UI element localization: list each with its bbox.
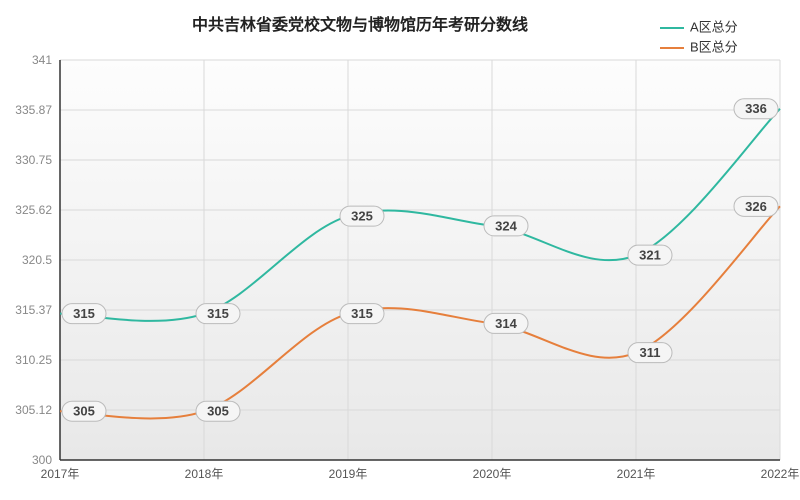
x-tick-label: 2020年: [473, 467, 512, 481]
data-label: 311: [640, 345, 661, 360]
y-tick-label: 335.87: [15, 103, 52, 117]
data-label: 321: [639, 248, 661, 263]
legend-label: A区总分: [690, 19, 738, 34]
y-tick-label: 310.25: [15, 353, 52, 367]
data-label: 315: [207, 306, 229, 321]
chart-svg: 300 305.12 310.25 315.37 320.5 325.62 330.75 33…: [0, 0, 800, 500]
data-label: 326: [745, 199, 767, 214]
data-label: 305: [207, 404, 229, 419]
data-label: 315: [73, 306, 95, 321]
data-label: 324: [495, 218, 517, 233]
x-tick-label: 2017年: [41, 467, 80, 481]
x-tick-label: 2022年: [761, 467, 800, 481]
score-line-chart: 300 305.12 310.25 315.37 320.5 325.62 330.75 33…: [0, 0, 800, 500]
y-tick-label: 320.5: [22, 253, 52, 267]
y-tick-label: 325.62: [15, 203, 52, 217]
data-label: 325: [351, 209, 373, 224]
y-tick-label: 305.12: [15, 403, 52, 417]
y-tick-label: 315.37: [15, 303, 52, 317]
data-label: 305: [73, 404, 95, 419]
x-tick-label: 2019年: [329, 467, 368, 481]
data-label: 336: [745, 101, 767, 116]
y-tick-label: 341: [32, 53, 52, 67]
y-tick-label: 300: [32, 453, 52, 467]
data-label: 314: [495, 316, 517, 331]
chart-title: 中共吉林省委党校文物与博物馆历年考研分数线: [192, 15, 528, 34]
y-tick-label: 330.75: [15, 153, 52, 167]
data-label: 315: [351, 306, 373, 321]
x-tick-label: 2021年: [617, 467, 656, 481]
x-tick-label: 2018年: [185, 467, 224, 481]
legend-label: B区总分: [690, 39, 738, 54]
